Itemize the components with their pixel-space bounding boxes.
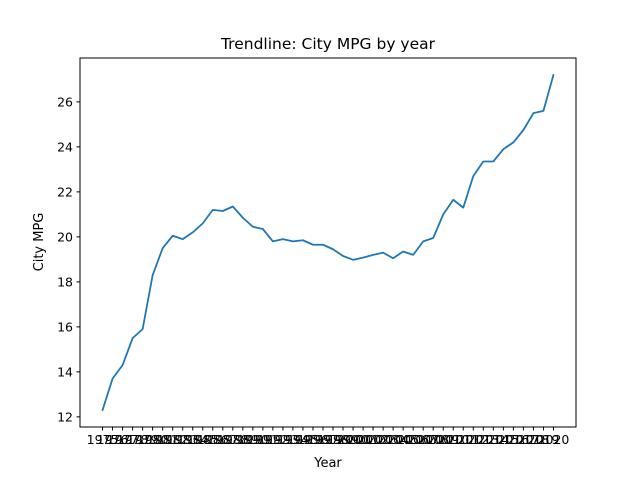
x-tick-label: 2011	[447, 432, 479, 447]
x-tick-label: 1997	[307, 432, 339, 447]
x-tick-label: 2016	[497, 432, 529, 447]
x-tick-label: 1977	[107, 432, 139, 447]
x-tick-label: 1975	[87, 432, 119, 447]
x-tick-label: 1990	[237, 432, 269, 447]
x-tick-label: 1983	[167, 432, 199, 447]
plot-frame	[79, 57, 577, 428]
x-tick-label: 1995	[287, 432, 319, 447]
x-tick-label: 2018	[518, 432, 550, 447]
x-tick-label: 1976	[97, 432, 129, 447]
x-tick-label: 2009	[427, 432, 459, 447]
x-tick-label: 2019	[528, 432, 560, 447]
x-tick-label: 1979	[127, 432, 159, 447]
x-tick-label: 2005	[387, 432, 419, 447]
y-tick-label: 12	[57, 409, 73, 424]
x-tick-label: 2001	[347, 432, 379, 447]
x-tick-label: 1992	[257, 432, 289, 447]
x-tick-label: 2014	[477, 432, 509, 447]
y-tick-label: 14	[57, 364, 73, 379]
x-tick-label: 1978	[117, 432, 149, 447]
x-tick-label: 1989	[227, 432, 259, 447]
y-axis-title: City MPG	[32, 213, 47, 272]
x-tick-label: 2012	[457, 432, 489, 447]
x-tick-label: 1988	[217, 432, 249, 447]
x-tick-label: 1987	[207, 432, 239, 447]
x-tick-label: 1998	[317, 432, 349, 447]
y-tick-label: 26	[57, 94, 73, 109]
x-tick-label: 2015	[487, 432, 519, 447]
x-tick-label: 1993	[267, 432, 299, 447]
x-tick-label: 1999	[327, 432, 359, 447]
x-tick-label: 1982	[157, 432, 189, 447]
x-tick-label: 2013	[467, 432, 499, 447]
x-tick-label: 1996	[297, 432, 329, 447]
x-tick-label: 2008	[417, 432, 449, 447]
x-tick-label: 2017	[507, 432, 539, 447]
plot-area: 1975197619771978197919801981198219831984…	[57, 57, 577, 447]
series-group	[101, 73, 555, 412]
x-tick-label: 1994	[277, 432, 309, 447]
y-tick-label: 18	[57, 274, 73, 289]
x-axis-title: Year	[313, 456, 342, 471]
x-tick-label: 1985	[187, 432, 219, 447]
x-tick-label: 2003	[367, 432, 399, 447]
chart-title: Trendline: City MPG by year	[220, 35, 436, 53]
x-tick-label: 1981	[147, 432, 179, 447]
x-tick-label: 1984	[177, 432, 209, 447]
y-tick-label: 16	[57, 319, 73, 334]
x-tick-label: 2010	[437, 432, 469, 447]
x-tick-label: 2007	[407, 432, 439, 447]
y-axis: 12 14 16 18 20 22 24 26	[57, 94, 80, 424]
x-tick-label: 2006	[397, 432, 429, 447]
x-tick-label: 1991	[247, 432, 279, 447]
x-tick-label: 2020	[538, 432, 570, 447]
series-line-0	[101, 73, 555, 412]
x-axis: 1975197619771978197919801981198219831984…	[87, 427, 570, 447]
x-tick-label: 2002	[357, 432, 389, 447]
y-tick-label: 22	[57, 184, 73, 199]
y-tick-label: 24	[57, 139, 73, 154]
x-tick-label: 2004	[377, 432, 409, 447]
x-tick-label: 1986	[197, 432, 229, 447]
x-tick-label: 1980	[137, 432, 169, 447]
x-tick-label: 2000	[337, 432, 369, 447]
y-tick-label: 20	[57, 229, 73, 244]
